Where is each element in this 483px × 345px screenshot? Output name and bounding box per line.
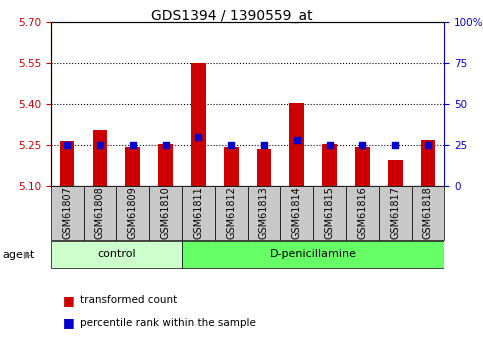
Bar xyxy=(355,147,369,186)
Bar xyxy=(224,147,239,186)
Point xyxy=(96,142,104,148)
Text: GSM61811: GSM61811 xyxy=(193,187,203,239)
Text: GDS1394 / 1390559_at: GDS1394 / 1390559_at xyxy=(151,9,313,23)
Bar xyxy=(182,241,444,268)
Text: ▶: ▶ xyxy=(24,250,32,259)
Bar xyxy=(60,141,74,186)
Text: ■: ■ xyxy=(63,316,74,329)
Point xyxy=(63,142,71,148)
Bar xyxy=(93,130,107,186)
Bar xyxy=(280,186,313,240)
Point xyxy=(260,142,268,148)
Bar xyxy=(51,241,182,268)
Text: GSM61807: GSM61807 xyxy=(62,187,72,239)
Text: transformed count: transformed count xyxy=(80,295,177,305)
Bar xyxy=(421,140,435,186)
Bar xyxy=(182,186,215,240)
Bar xyxy=(191,63,206,186)
Bar xyxy=(322,144,337,186)
Point xyxy=(424,142,432,148)
Point xyxy=(293,138,300,143)
Text: control: control xyxy=(97,249,136,259)
Text: GSM61817: GSM61817 xyxy=(390,187,400,239)
Text: GSM61813: GSM61813 xyxy=(259,187,269,239)
Text: GSM61810: GSM61810 xyxy=(160,187,170,239)
Bar xyxy=(126,147,140,186)
Bar xyxy=(313,186,346,240)
Bar xyxy=(247,186,280,240)
Text: GSM61809: GSM61809 xyxy=(128,187,138,239)
Text: agent: agent xyxy=(2,250,35,259)
Point xyxy=(326,142,333,148)
Text: GSM61816: GSM61816 xyxy=(357,187,368,239)
Bar xyxy=(158,144,173,186)
Point xyxy=(391,142,399,148)
Text: D-penicillamine: D-penicillamine xyxy=(270,249,356,259)
Point xyxy=(358,142,366,148)
Bar xyxy=(256,149,271,186)
Point xyxy=(162,142,170,148)
Bar xyxy=(215,186,247,240)
Bar xyxy=(412,186,444,240)
Text: GSM61814: GSM61814 xyxy=(292,187,302,239)
Bar xyxy=(346,186,379,240)
Point xyxy=(129,142,137,148)
Text: GSM61815: GSM61815 xyxy=(325,187,335,239)
Bar xyxy=(116,186,149,240)
Text: ■: ■ xyxy=(63,294,74,307)
Bar xyxy=(388,160,402,186)
Bar xyxy=(379,186,412,240)
Text: percentile rank within the sample: percentile rank within the sample xyxy=(80,318,256,327)
Text: GSM61808: GSM61808 xyxy=(95,187,105,239)
Bar xyxy=(289,103,304,186)
Bar xyxy=(84,186,116,240)
Text: GSM61812: GSM61812 xyxy=(226,187,236,239)
Bar xyxy=(51,186,84,240)
Text: GSM61818: GSM61818 xyxy=(423,187,433,239)
Bar xyxy=(149,186,182,240)
Point xyxy=(195,134,202,140)
Point xyxy=(227,142,235,148)
